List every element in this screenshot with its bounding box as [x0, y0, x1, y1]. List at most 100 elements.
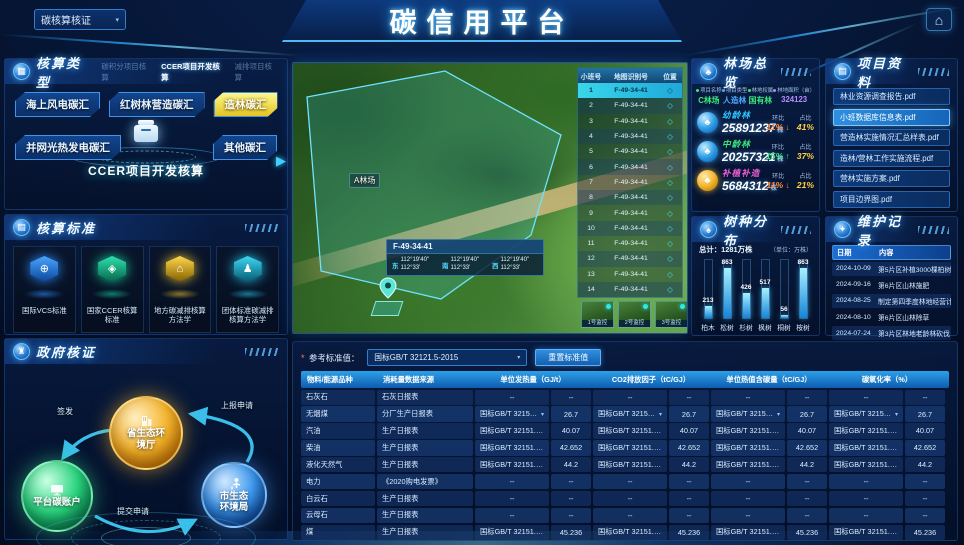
- page-title: 碳信用平台: [389, 7, 575, 38]
- standard-dropdown[interactable]: 国标GB/T 32151.5-2015...: [829, 524, 903, 541]
- home-button[interactable]: ⌂: [926, 8, 952, 31]
- doc-item[interactable]: 林业资源调查报告.pdf: [833, 88, 950, 105]
- maintenance-row: 2024-10-09 第5片区补植3000棵柏树: [832, 261, 951, 277]
- location-polygon-icon[interactable]: ◇: [667, 223, 673, 233]
- type-offshore-wind-button[interactable]: 海上风电碳汇: [15, 92, 100, 117]
- type-afforestation-button[interactable]: 造林碳汇: [214, 92, 278, 117]
- location-polygon-icon[interactable]: ◇: [667, 254, 673, 264]
- maintenance-date: 2024-10-09: [836, 265, 871, 273]
- standard-dropdown[interactable]: 国标GB/T 32151.5-2015...▾: [593, 406, 667, 422]
- location-polygon-icon[interactable]: ◇: [667, 116, 673, 126]
- standard-dropdown[interactable]: 国标GB/T 32151.5-2015...: [475, 440, 549, 456]
- location-polygon-icon[interactable]: ◇: [667, 208, 673, 218]
- doc-item[interactable]: 小班数据库信息表.pdf: [833, 108, 950, 126]
- factor-value: 44.2: [787, 457, 827, 473]
- forest-age-row: ♣ 中龄林 20257321 株环比 15% ↑ 占比 37%: [692, 135, 819, 164]
- location-polygon-icon[interactable]: ◇: [667, 147, 673, 157]
- plot-row[interactable]: 5 F-49-34-41 ◇: [578, 144, 682, 159]
- standard-dropdown[interactable]: 国标GB/T 32151.5-2015...: [593, 457, 667, 473]
- plot-row[interactable]: 14 F-49-34-41 ◇: [578, 281, 682, 298]
- building-icon: [141, 416, 151, 427]
- location-polygon-icon[interactable]: ◇: [667, 269, 673, 279]
- camera-thumb-3[interactable]: 3号监控: [655, 301, 687, 328]
- doc-item[interactable]: 营造林实施情况汇总样表.pdf: [833, 129, 950, 146]
- plot-row[interactable]: 6 F-49-34-41 ◇: [578, 159, 682, 175]
- standard-dropdown[interactable]: 国标GB/T 32151.5-2015...: [475, 524, 549, 541]
- plot-id: F-49-34-41: [614, 270, 648, 278]
- standard-dropdown[interactable]: 国标GB/T 32151.5-2015...: [829, 457, 903, 473]
- overview-stat: 项目类型 人造林: [721, 86, 748, 106]
- coordinate-group: 西 112°19'40" 112°33': [492, 257, 530, 271]
- standard-dropdown[interactable]: 国标GB/T 32151.5-2015...: [593, 524, 667, 541]
- location-polygon-icon[interactable]: ◇: [667, 162, 673, 172]
- plot-row[interactable]: 2 F-49-34-41 ◇: [578, 98, 682, 114]
- location-polygon-icon[interactable]: ◇: [667, 101, 673, 111]
- standard-dropdown[interactable]: 国标GB/T 32151.5-2015...: [475, 457, 549, 473]
- map-pin-icon[interactable]: [379, 277, 397, 299]
- plot-row[interactable]: 8 F-49-34-41 ◇: [578, 190, 682, 206]
- standard-card-local[interactable]: ⌂ 地方碳减排核算方法学: [148, 246, 212, 333]
- standard-dropdown[interactable]: 国标GB/T 32151.5-2015...: [475, 423, 549, 439]
- ref-standard-dropdown[interactable]: 国标GB/T 32121.5-2015 ▾: [367, 348, 528, 366]
- empty-cell: --: [829, 490, 903, 507]
- factor-value: 26.7: [669, 406, 709, 422]
- empty-cell: --: [593, 389, 667, 405]
- overview-stat: 项目名称 C林场: [696, 86, 722, 106]
- standard-dropdown[interactable]: 国标GB/T 32151.5-2015...: [711, 423, 785, 439]
- type-other-button[interactable]: 其他碳汇: [213, 135, 277, 160]
- plot-row[interactable]: 12 F-49-34-41 ◇: [578, 251, 682, 267]
- bar: [723, 267, 731, 318]
- emission-row: 云母石 生产日报表 -- -- -- -- -- -- -- --: [301, 507, 949, 524]
- panel-title: 维护记录: [857, 213, 903, 248]
- standard-dropdown[interactable]: 国标GB/T 32151.5-2015...▾: [475, 406, 549, 422]
- tab-ccer-development[interactable]: CCER项目开发核算: [161, 61, 220, 82]
- location-polygon-icon[interactable]: ◇: [667, 239, 673, 249]
- standard-dropdown[interactable]: 国标GB/T 32151.5-2015...: [829, 440, 903, 456]
- location-polygon-icon[interactable]: ◇: [667, 86, 673, 96]
- standard-card-ccer[interactable]: ◈ 国家CCER核算标准: [80, 246, 144, 333]
- type-button-row: 海上风电碳汇 红树林营造碳汇 造林碳汇: [5, 84, 287, 117]
- archive-box-icon: [134, 120, 158, 142]
- type-mangrove-button[interactable]: 红树林营造碳汇: [109, 92, 205, 117]
- doc-item[interactable]: 造林/营林工作实施流程.pdf: [833, 149, 950, 167]
- doc-item[interactable]: 项目边界图.pdf: [833, 190, 950, 208]
- standard-dropdown[interactable]: 国标GB/T 32151.5-2015...▾: [829, 406, 903, 422]
- factor-value: 42.652: [905, 440, 945, 456]
- tab-reduction-accounting[interactable]: 减排项目核算: [234, 61, 273, 82]
- forest-age-icon: ♣: [697, 140, 718, 162]
- plot-row[interactable]: 9 F-49-34-41 ◇: [578, 205, 682, 220]
- doc-item[interactable]: 营林实施方案.pdf: [833, 170, 950, 187]
- location-polygon-icon[interactable]: ◇: [667, 177, 673, 187]
- camera-thumb-2[interactable]: 2号监控: [618, 301, 651, 328]
- location-polygon-icon[interactable]: ◇: [667, 285, 673, 294]
- standard-dropdown[interactable]: 国标GB/T 32151.5-2015...: [593, 440, 667, 456]
- standard-card-group[interactable]: ♟ 团体标准碳减排核算方法学: [216, 246, 279, 333]
- plot-row[interactable]: 13 F-49-34-41 ◇: [578, 267, 682, 282]
- location-polygon-icon[interactable]: ◇: [667, 132, 673, 142]
- forest-map[interactable]: A林场 F-49-34-41 东 112°19'40" 112°33' 南 112…: [292, 62, 688, 334]
- camera-thumb-1[interactable]: 1号监控: [581, 301, 614, 328]
- standard-dropdown[interactable]: 国标GB/T 32151.5-2015...: [829, 423, 903, 439]
- decoration: [227, 289, 268, 299]
- chart-meta: 总计：1281万株 （单位：万株）: [692, 242, 819, 255]
- factor-value: 40.07: [787, 423, 827, 439]
- location-polygon-icon[interactable]: ◇: [667, 193, 673, 203]
- standard-dropdown[interactable]: 国标GB/T 32151.5-2015...: [711, 440, 785, 456]
- plot-row[interactable]: 10 F-49-34-41 ◇: [578, 220, 682, 236]
- tab-credit-accounting[interactable]: 碳积分项目核算: [101, 61, 147, 82]
- plot-row[interactable]: 4 F-49-34-41 ◇: [578, 128, 682, 145]
- standard-dropdown[interactable]: 国标GB/T 32151.5-2015...: [711, 457, 785, 473]
- decoration: [917, 67, 949, 76]
- plot-row[interactable]: 1 F-49-34-41 ◇: [578, 83, 682, 99]
- forest-age-icon: ♣: [697, 111, 718, 133]
- standard-dropdown[interactable]: 国标GB/T 32151.5-2015...: [711, 524, 785, 541]
- reset-standard-button[interactable]: 重置标准值: [535, 348, 602, 366]
- standard-dropdown[interactable]: 国标GB/T 32151.5-2015...▾: [711, 406, 785, 422]
- standard-card-vcs[interactable]: ⊕ 国际VCS标准: [13, 246, 76, 333]
- standard-dropdown[interactable]: 国标GB/T 32151.5-2015...: [593, 423, 667, 439]
- mode-select-dropdown[interactable]: 碳核算核证 ▾: [34, 9, 126, 30]
- type-csp-button[interactable]: 并网光热发电碳汇: [15, 135, 121, 160]
- plot-row[interactable]: 7 F-49-34-41 ◇: [578, 175, 682, 190]
- plot-row[interactable]: 11 F-49-34-41 ◇: [578, 236, 682, 251]
- plot-row[interactable]: 3 F-49-34-41 ◇: [578, 114, 682, 129]
